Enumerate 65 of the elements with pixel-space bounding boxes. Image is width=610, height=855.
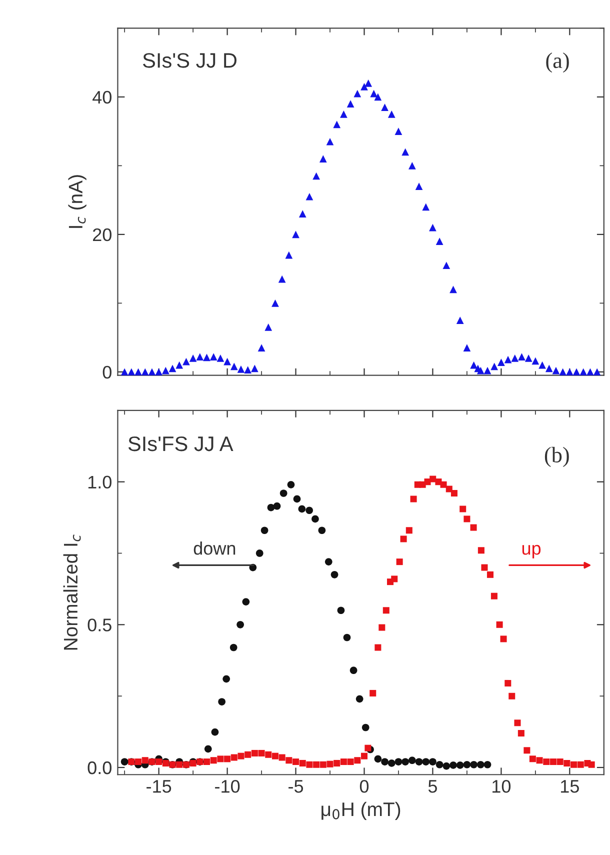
x-tick-label: 15 [561,780,579,793]
y-axis-title: Normalized I$_{c}$ [63,534,81,650]
annotation: SIs'S JJ D [142,53,236,68]
point [256,550,264,557]
y-tick-label: 1.0 [88,476,112,489]
point [287,481,295,488]
point [374,755,382,763]
point [415,758,423,766]
point [298,505,306,513]
y-tick-label: 40 [92,90,112,104]
y-tick-label: 0.0 [88,761,112,774]
point [222,675,230,683]
annotation: (a) [546,52,569,73]
point [350,666,358,674]
point [260,526,268,534]
point [442,762,450,770]
point [356,695,364,703]
point [242,598,250,606]
point [476,760,484,768]
x-tick-label: 10 [492,780,511,793]
point [293,495,301,503]
x-axis-title: μ$_{0}$H (mT) [322,802,400,820]
point [120,758,128,766]
point [318,526,326,534]
point [429,758,436,766]
point [362,724,370,732]
point [273,502,281,510]
point [306,506,313,514]
point [484,760,492,768]
point [402,758,409,766]
point [312,515,319,523]
point [436,760,444,768]
point [324,558,332,566]
y-axis-title: I$_{c}$ (nA) [68,175,86,228]
point [450,762,457,769]
x-tick-label: -5 [288,780,304,793]
point [388,760,396,767]
point [236,620,244,628]
annotation: down [194,542,236,555]
x-tick-label: 5 [428,780,437,793]
point [267,504,275,512]
point [204,745,212,753]
point [337,606,345,614]
point [230,644,238,652]
point [280,490,288,497]
point [422,758,430,766]
point [330,570,338,578]
x-tick-label: -10 [215,780,240,793]
point [463,760,471,768]
point [218,698,226,706]
point [456,762,464,769]
point [381,758,388,766]
annotation: SIs'FS JJ A [128,436,234,452]
annotation: (b) [544,446,569,467]
annotation: up [522,544,541,558]
y-tick-label: 0 [102,366,112,379]
point [343,634,351,642]
y-tick-label: 0.5 [88,618,112,632]
point [211,728,219,736]
point [470,760,478,768]
point [408,756,416,764]
point [394,758,402,766]
x-tick-label: 0 [360,780,369,793]
y-tick-label: 20 [93,228,112,242]
x-tick-label: -15 [146,780,172,793]
